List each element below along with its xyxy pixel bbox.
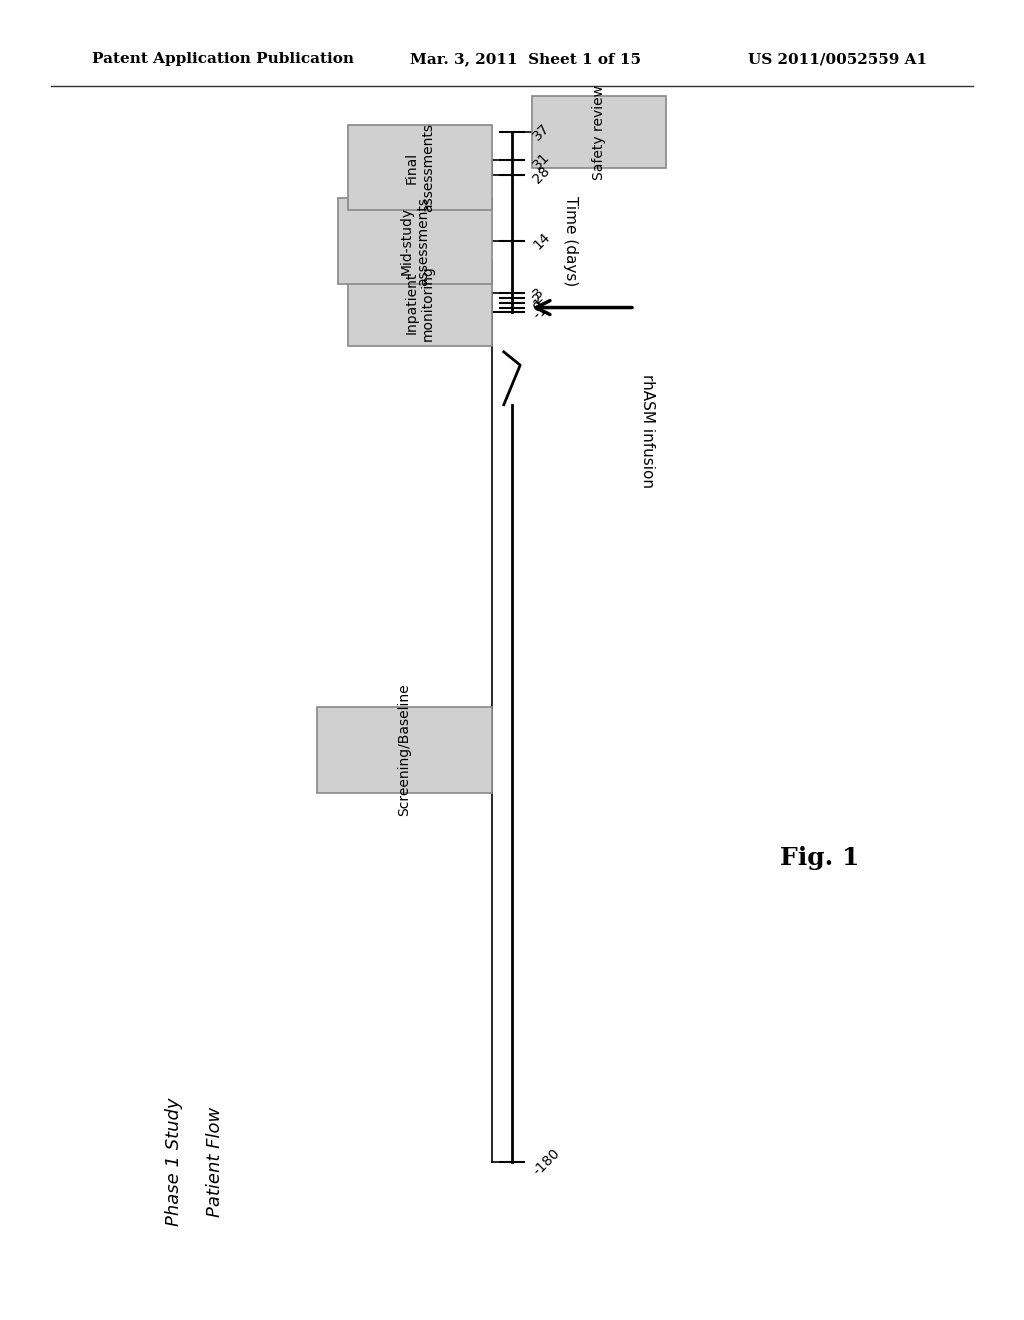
Text: -1: -1 <box>530 302 550 322</box>
Text: -180: -180 <box>530 1146 562 1177</box>
Text: US 2011/0052559 A1: US 2011/0052559 A1 <box>748 53 927 66</box>
Text: 2: 2 <box>530 290 547 306</box>
Text: 3: 3 <box>530 285 547 301</box>
Text: Fig. 1: Fig. 1 <box>779 846 859 870</box>
Text: Final
assessments: Final assessments <box>404 123 435 213</box>
Text: 0: 0 <box>530 300 547 315</box>
Text: Time (days): Time (days) <box>563 195 579 286</box>
Text: Mar. 3, 2011  Sheet 1 of 15: Mar. 3, 2011 Sheet 1 of 15 <box>410 53 641 66</box>
Text: Phase 1 Study: Phase 1 Study <box>165 1097 183 1226</box>
Text: Screening/Baseline: Screening/Baseline <box>397 684 412 817</box>
Text: 1: 1 <box>530 294 547 312</box>
Text: Mid-study
assessments: Mid-study assessments <box>399 197 430 285</box>
Text: Patient Flow: Patient Flow <box>206 1106 224 1217</box>
Text: 28: 28 <box>530 164 553 186</box>
Text: Inpatient
monitoring: Inpatient monitoring <box>404 265 435 341</box>
Text: 37: 37 <box>530 121 553 143</box>
Text: Safety review: Safety review <box>592 84 606 180</box>
Text: 31: 31 <box>530 149 553 172</box>
Text: Patent Application Publication: Patent Application Publication <box>92 53 354 66</box>
Text: rhASM infusion: rhASM infusion <box>640 374 655 487</box>
Text: 14: 14 <box>530 230 553 252</box>
